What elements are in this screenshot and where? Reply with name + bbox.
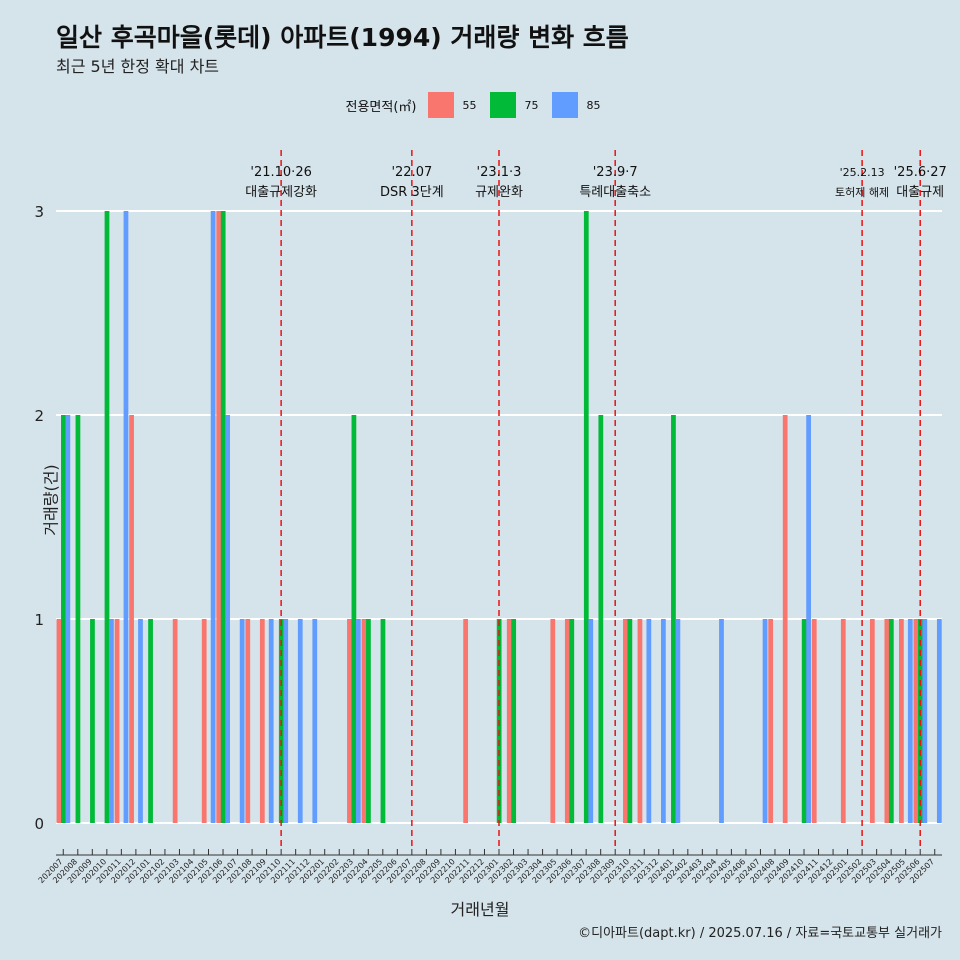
bar-85-202404 — [719, 619, 724, 823]
event-label-2: 규제완화 — [475, 185, 523, 200]
bar-75-202203 — [351, 415, 357, 823]
bar-85-202312 — [661, 619, 666, 823]
event-label-5: 대출규제 — [896, 185, 944, 200]
bar-55-202501 — [840, 619, 846, 823]
bar-75-202310 — [627, 619, 633, 823]
bar-75-202007 — [61, 415, 66, 823]
event-date-3: '23.9·7 — [593, 165, 638, 180]
chart-title: 일산 후곡마을(롯데) 아파트(1994) 거래량 변화 흐름 — [56, 23, 629, 52]
bar-85-202107 — [239, 619, 245, 823]
bar-55-202504 — [884, 619, 890, 823]
bar-55-202506 — [913, 619, 919, 823]
bar-55-202310 — [623, 619, 628, 823]
y-tick-label-0: 0 — [34, 815, 44, 833]
bar-55-202007 — [56, 619, 62, 823]
legend-swatch-85 — [552, 92, 579, 118]
bar-55-202211 — [463, 619, 469, 823]
bar-55-202411 — [811, 619, 817, 823]
chart-subtitle: 최근 5년 한정 확대 차트 — [56, 57, 220, 76]
bar-55-202409 — [782, 415, 788, 823]
bar-55-202302 — [506, 619, 512, 823]
bar-55-202108 — [245, 619, 251, 823]
x-axis-label: 거래년월 — [450, 900, 510, 919]
bar-85-202011 — [123, 211, 129, 823]
bar-85-202203 — [355, 619, 361, 823]
bar-85-202010 — [109, 619, 114, 823]
bar-85-202505 — [907, 619, 913, 823]
legend-title: 전용면적(㎡) — [345, 99, 417, 115]
bar-75-202009 — [90, 619, 95, 823]
bar-75-202010 — [104, 211, 110, 823]
bar-75-202307 — [583, 211, 589, 823]
bar-85-202507 — [936, 619, 942, 823]
y-tick-label-1: 1 — [34, 611, 44, 629]
bar-55-202311 — [637, 619, 643, 823]
legend-item-55: 55 — [428, 92, 482, 118]
bar-75-202306 — [569, 619, 575, 823]
source-caption: ©디아파트(dapt.kr) / 2025.07.16 / 자료=국토교통부 실… — [578, 926, 942, 941]
bar-55-202103 — [172, 619, 178, 823]
bar-85-202105 — [210, 211, 216, 823]
event-date-5: '25.6·27 — [894, 165, 947, 180]
bar-85-202506 — [922, 619, 928, 823]
legend-item-75: 75 — [490, 92, 544, 118]
legend-item-85: 85 — [552, 92, 606, 118]
bar-75-202101 — [148, 619, 153, 823]
bar-55-202305 — [550, 619, 556, 823]
event-label-4: 토허제 해제 — [835, 185, 889, 199]
bar-85-202307 — [588, 619, 594, 823]
legend-swatch-75 — [490, 92, 517, 118]
bar-75-202410 — [801, 619, 807, 823]
legend-label-55: 55 — [462, 98, 477, 112]
bar-55-202306 — [564, 619, 570, 823]
bar-75-202008 — [75, 415, 81, 823]
bar-55-202106 — [216, 211, 222, 823]
event-date-4: '25.2.13 — [840, 166, 885, 179]
event-label-0: 대출규제강화 — [245, 185, 317, 200]
legend-label-85: 85 — [586, 98, 601, 112]
bar-75-202106 — [220, 211, 226, 823]
legend: 전용면적(㎡) 55 75 85 — [0, 92, 960, 118]
event-date-1: '22.07 — [391, 165, 432, 180]
bar-55-202011 — [114, 619, 120, 823]
event-date-2: '23.1·3 — [477, 165, 522, 180]
bar-55-202109 — [259, 619, 265, 823]
bar-85-202106 — [225, 415, 231, 823]
bar-85-202110 — [283, 619, 289, 823]
bar-85-202007 — [65, 415, 71, 823]
bar-85-202012 — [138, 619, 143, 823]
bar-75-202308 — [598, 415, 604, 823]
event-label-1: DSR 3단계 — [380, 185, 444, 200]
bar-75-202504 — [888, 619, 894, 823]
bar-55-202503 — [869, 619, 875, 823]
bar-55-202012 — [129, 415, 134, 823]
y-tick-label-3: 3 — [34, 203, 44, 221]
legend-swatch-55 — [428, 92, 455, 118]
event-date-0: '21.10·26 — [250, 165, 311, 180]
bar-85-202410 — [806, 415, 811, 823]
bar-85-202407 — [762, 619, 768, 823]
event-label-3: 특례대출축소 — [579, 185, 651, 200]
bar-55-202203 — [347, 619, 352, 823]
bar-75-202302 — [511, 619, 517, 823]
y-axis-label: 거래량(건) — [41, 464, 61, 536]
bar-55-202408 — [768, 619, 774, 823]
bar-85-202111 — [297, 619, 303, 823]
bar-55-202105 — [201, 619, 207, 823]
y-tick-label-2: 2 — [34, 407, 44, 425]
bar-55-202505 — [899, 619, 904, 823]
bar-75-202401 — [671, 415, 676, 823]
legend-label-75: 75 — [524, 98, 539, 112]
bar-85-202112 — [312, 619, 318, 823]
bar-75-202205 — [380, 619, 386, 823]
bar-85-202401 — [675, 619, 681, 823]
bar-85-202311 — [646, 619, 652, 823]
bar-55-202204 — [361, 619, 367, 823]
bar-75-202204 — [366, 619, 371, 823]
bar-85-202109 — [268, 619, 274, 823]
